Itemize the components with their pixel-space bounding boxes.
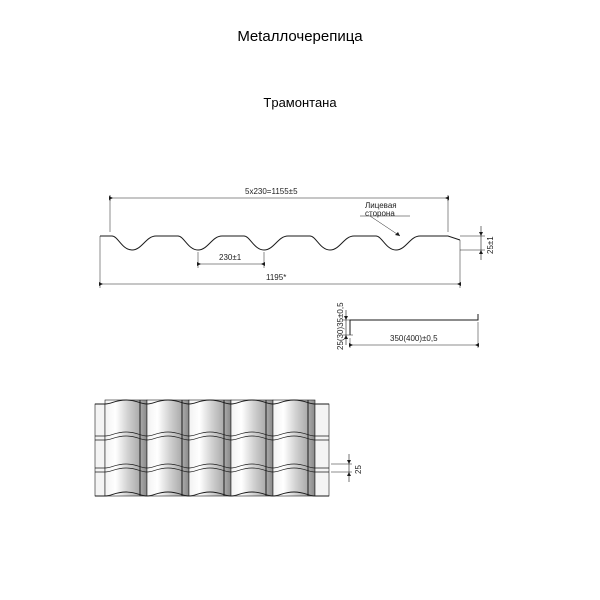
dim-25: 25 — [354, 465, 363, 474]
dim-profile-height: 25±1 — [486, 236, 495, 254]
dim-overall-width: 1195* — [266, 273, 286, 282]
annot-face-side: Лицевая сторона — [365, 202, 397, 219]
dim-step-length: 350(400)±0,5 — [390, 334, 438, 343]
dim-pitch: 230±1 — [219, 253, 241, 262]
dim-top-width: 5x230=1155±5 — [245, 187, 298, 196]
technical-drawing — [0, 0, 600, 600]
dim-step-height: 25(30)35±0,5 — [336, 302, 345, 350]
cross-section-profile — [99, 195, 485, 288]
tile-3d-render — [95, 400, 352, 496]
